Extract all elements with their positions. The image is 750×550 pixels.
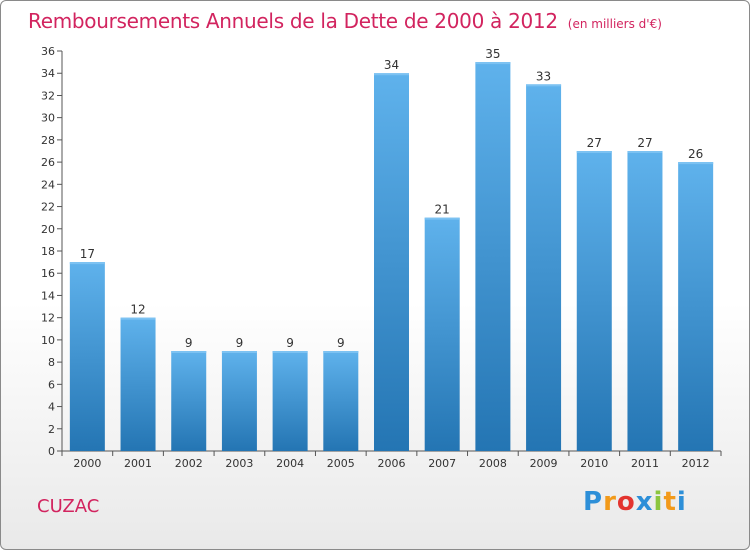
- data-label: 9: [337, 336, 345, 350]
- bar-2004: [272, 351, 308, 451]
- data-label: 33: [536, 69, 551, 83]
- x-tick-label: 2012: [682, 457, 710, 470]
- y-tick-label: 8: [48, 356, 55, 369]
- logo-letter: t: [663, 487, 677, 517]
- y-tick-label: 14: [41, 289, 55, 302]
- x-tick-label: 2000: [73, 457, 101, 470]
- bars-group: [69, 62, 714, 451]
- bar-highlight: [171, 351, 207, 353]
- bar-highlight: [272, 351, 308, 353]
- y-tick-label: 22: [41, 201, 55, 214]
- bar-2010: [576, 151, 612, 451]
- bar-2002: [171, 351, 207, 451]
- y-tick-label: 36: [41, 45, 55, 58]
- bar-highlight: [69, 262, 105, 265]
- y-tick-label: 2: [48, 423, 55, 436]
- data-label: 17: [80, 247, 95, 261]
- data-label: 9: [185, 336, 193, 350]
- x-tick-label: 2003: [225, 457, 253, 470]
- x-tick-label: 2005: [327, 457, 355, 470]
- x-tick-label: 2002: [175, 457, 203, 470]
- bar-highlight: [323, 351, 359, 353]
- bar-highlight: [374, 73, 409, 76]
- bar-highlight: [678, 162, 714, 165]
- proxiti-logo: Proxiti: [583, 487, 687, 517]
- logo-letter: r: [603, 487, 617, 517]
- data-labels-group: 17 12 9 9 9 9 34 21 35 33 27 27 26: [80, 47, 704, 350]
- x-axis: 2000 2001 2002 2003 2004 2005 2006 2007 2008 2009…: [61, 450, 722, 470]
- y-tick-label: 16: [41, 267, 55, 280]
- data-label: 35: [485, 47, 500, 61]
- logo-letter: i: [676, 487, 687, 517]
- bar-highlight: [576, 151, 612, 153]
- y-tick-label: 26: [41, 156, 55, 169]
- y-tick-label: 34: [41, 67, 55, 80]
- x-tick-label: 2006: [378, 457, 406, 470]
- y-tick-label: 4: [48, 401, 55, 414]
- x-tick-label: 2008: [479, 457, 507, 470]
- x-tick-label: 2009: [530, 457, 558, 470]
- bar-2012: [678, 162, 714, 451]
- data-label: 27: [587, 136, 602, 150]
- x-tick-label: 2004: [276, 457, 304, 470]
- data-label: 9: [236, 336, 244, 350]
- x-tick-label: 2010: [580, 457, 608, 470]
- bar-highlight: [424, 217, 460, 220]
- x-tick-label: 2011: [631, 457, 659, 470]
- x-tick-label: 2001: [124, 457, 152, 470]
- data-label: 21: [435, 203, 450, 217]
- bar-highlight: [627, 151, 663, 153]
- bar-2008: [475, 62, 511, 451]
- chart-unit-label: (en milliers d'€): [567, 17, 662, 31]
- logo-letter: i: [653, 487, 664, 517]
- data-label: 12: [130, 303, 145, 317]
- y-tick-label: 6: [48, 378, 55, 391]
- bar-highlight: [475, 62, 511, 65]
- y-tick-label: 12: [41, 312, 55, 325]
- logo-letter: o: [616, 487, 636, 517]
- y-tick-label: 0: [48, 445, 55, 458]
- data-label: 26: [688, 147, 703, 161]
- data-label: 27: [637, 136, 652, 150]
- bar-highlight: [526, 84, 562, 87]
- logo-letter: P: [583, 487, 604, 517]
- bar-highlight: [120, 317, 156, 320]
- logo-letter: x: [635, 487, 654, 517]
- chart-title: Remboursements Annuels de la Dette de 20…: [28, 9, 662, 33]
- y-tick-label: 30: [41, 112, 55, 125]
- y-tick-label: 10: [41, 334, 55, 347]
- bar-2000: [69, 262, 105, 451]
- bar-2009: [526, 84, 562, 451]
- bar-2007: [424, 217, 460, 451]
- bar-2011: [627, 151, 663, 451]
- x-tick-label: 2007: [428, 457, 456, 470]
- bar-2006: [374, 73, 409, 451]
- y-tick-label: 24: [41, 178, 55, 191]
- y-tick-label: 20: [41, 223, 55, 236]
- data-label: 9: [286, 336, 294, 350]
- bar-highlight: [221, 351, 257, 353]
- bar-2003: [221, 351, 257, 451]
- y-tick-label: 18: [41, 245, 55, 258]
- bar-2005: [323, 351, 359, 451]
- bar-2001: [120, 317, 156, 451]
- y-tick-label: 32: [41, 89, 55, 102]
- chart-title-text: Remboursements Annuels de la Dette de 20…: [28, 9, 558, 33]
- y-tick-label: 28: [41, 134, 55, 147]
- data-label: 34: [384, 58, 399, 72]
- commune-name: CUZAC: [37, 496, 100, 517]
